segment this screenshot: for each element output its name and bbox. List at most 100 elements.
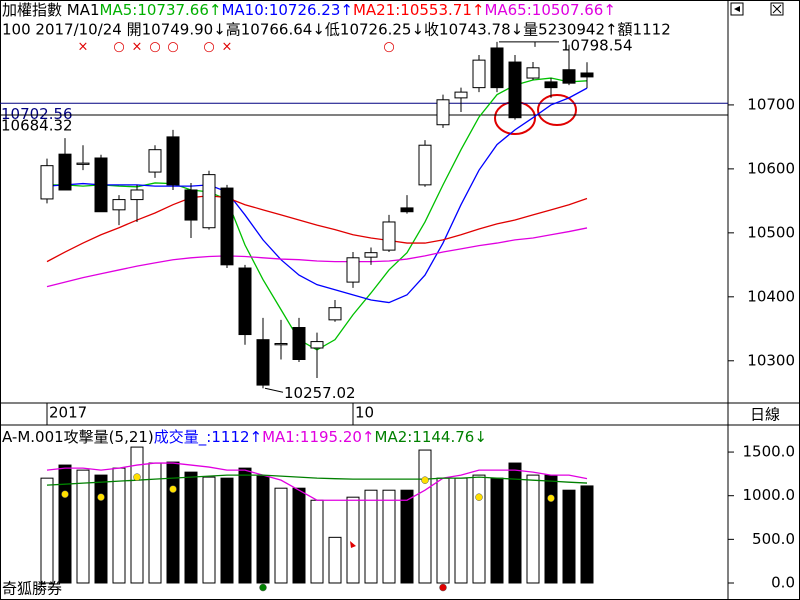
- ma-line: [46, 87, 588, 304]
- volume-bar: [328, 536, 342, 584]
- header: 加權指數 MA1MA5:10737.66↑MA10:10726.23↑MA21:…: [2, 1, 616, 19]
- close-icon: [772, 4, 782, 14]
- signal: ×: [222, 40, 233, 55]
- volume-bar: [544, 474, 558, 584]
- candle-body: [526, 67, 540, 79]
- candle-body: [580, 72, 594, 78]
- candle-body: [40, 165, 54, 200]
- signal: ×: [132, 40, 143, 55]
- volume-bar: [40, 477, 54, 584]
- volume-bar: [562, 489, 576, 584]
- volume-bar: [454, 477, 468, 584]
- low-label: 10257.02: [284, 384, 356, 402]
- candle-body: [94, 157, 108, 213]
- header: A-M.001攻擊量(5,21)成交量_:1112↑MA1:1195.20↑MA…: [2, 428, 487, 447]
- volume-bar: [508, 462, 522, 584]
- signal-dot: [475, 493, 483, 501]
- leader-line: [499, 41, 559, 47]
- reference-label: 10702.56: [1, 105, 73, 123]
- candle-body: [184, 189, 198, 221]
- volume-bar: [418, 449, 432, 584]
- y-tick-label: 10600: [747, 159, 795, 177]
- header-item: MA10:10726.23↑: [221, 1, 352, 19]
- candle-body: [274, 343, 288, 346]
- volume-bar: [238, 467, 252, 584]
- y-tick-label: 1000.0: [743, 486, 796, 504]
- leader-line: [264, 387, 284, 393]
- candle-body: [256, 339, 270, 386]
- volume-bar: [202, 476, 216, 584]
- volume-bar: [130, 446, 144, 584]
- highlight-circle: [537, 94, 577, 126]
- candle-body: [346, 257, 360, 283]
- candle-body: [58, 153, 72, 191]
- y-tick-label: 10400: [747, 287, 795, 305]
- volume-bar: [346, 496, 360, 584]
- header-item: MA2:1144.76↓: [375, 428, 487, 446]
- brand: 奇狐勝券: [2, 580, 62, 598]
- info-line: 100 2017/10/24 開10749.90↓高10766.64↓低1072…: [2, 21, 671, 39]
- volume-bar: [148, 462, 162, 584]
- candle-body: [220, 187, 234, 266]
- header-item: 成交量_:1112↑: [154, 428, 262, 447]
- candle-body: [454, 91, 468, 99]
- header-item: MA5:10737.66↑: [100, 1, 222, 19]
- x-tick-label: 10: [355, 404, 374, 422]
- candle-body: [166, 136, 180, 186]
- volume-bar: [490, 477, 504, 584]
- y-tick-label: 500.0: [752, 530, 795, 548]
- signal-dot: [97, 493, 105, 501]
- volume-bar: [580, 485, 594, 584]
- signal: ○: [167, 40, 178, 55]
- signal-dot: [547, 494, 555, 502]
- volume-bar: [364, 489, 378, 584]
- signal: ○: [383, 40, 394, 55]
- candle-body: [112, 199, 126, 211]
- volume-bar: [274, 487, 288, 584]
- signal: ○: [113, 40, 124, 55]
- y-tick-label: 10300: [747, 351, 795, 369]
- signal-dot: [169, 485, 177, 493]
- volume-bar: [526, 474, 540, 584]
- y-tick-label: 10500: [747, 223, 795, 241]
- candle-body: [562, 69, 576, 84]
- signal: ×: [78, 40, 89, 55]
- candle-body: [508, 61, 522, 119]
- cursor-arrow: [350, 541, 356, 548]
- reference-label: 10684.32: [1, 116, 73, 134]
- header-item: 加權指數 MA1: [2, 1, 100, 19]
- header-item: MA1:1195.20↑: [262, 428, 374, 446]
- volume-bar: [76, 469, 90, 584]
- volume-bar: [166, 461, 180, 584]
- candle-body: [310, 341, 324, 349]
- signal-dot: [421, 476, 429, 484]
- candle-body: [202, 174, 216, 229]
- candle-body: [292, 327, 306, 361]
- candle-body: [472, 59, 486, 89]
- volume-bar: [220, 477, 234, 584]
- volume-bar: [472, 474, 486, 584]
- candle-body: [418, 144, 432, 186]
- volume-bar: [436, 477, 450, 584]
- signal-dot: [259, 583, 267, 592]
- header-item: A-M.001攻擊量(5,21): [2, 428, 154, 446]
- volume-bar: [94, 474, 108, 584]
- ma-line: [46, 227, 588, 288]
- y-tick-label: 1500.0: [743, 443, 796, 461]
- volume-bar: [58, 464, 72, 584]
- volume-bar: [256, 475, 270, 584]
- header-item: MA65:10507.66↑: [484, 1, 615, 19]
- x-tick-label: 2017: [49, 404, 87, 422]
- signal: ○: [203, 40, 214, 55]
- volume-bar: [112, 467, 126, 584]
- candle-body: [400, 207, 414, 213]
- candle-body: [148, 149, 162, 173]
- y-tick-label: 10700: [747, 95, 795, 113]
- candle-body: [76, 162, 90, 165]
- signal-dot: [133, 473, 141, 481]
- volume-bar: [292, 487, 306, 584]
- scroll-icon: [734, 6, 740, 12]
- volume-ma-line: [46, 462, 588, 501]
- y-tick-label: 0.0: [771, 573, 795, 591]
